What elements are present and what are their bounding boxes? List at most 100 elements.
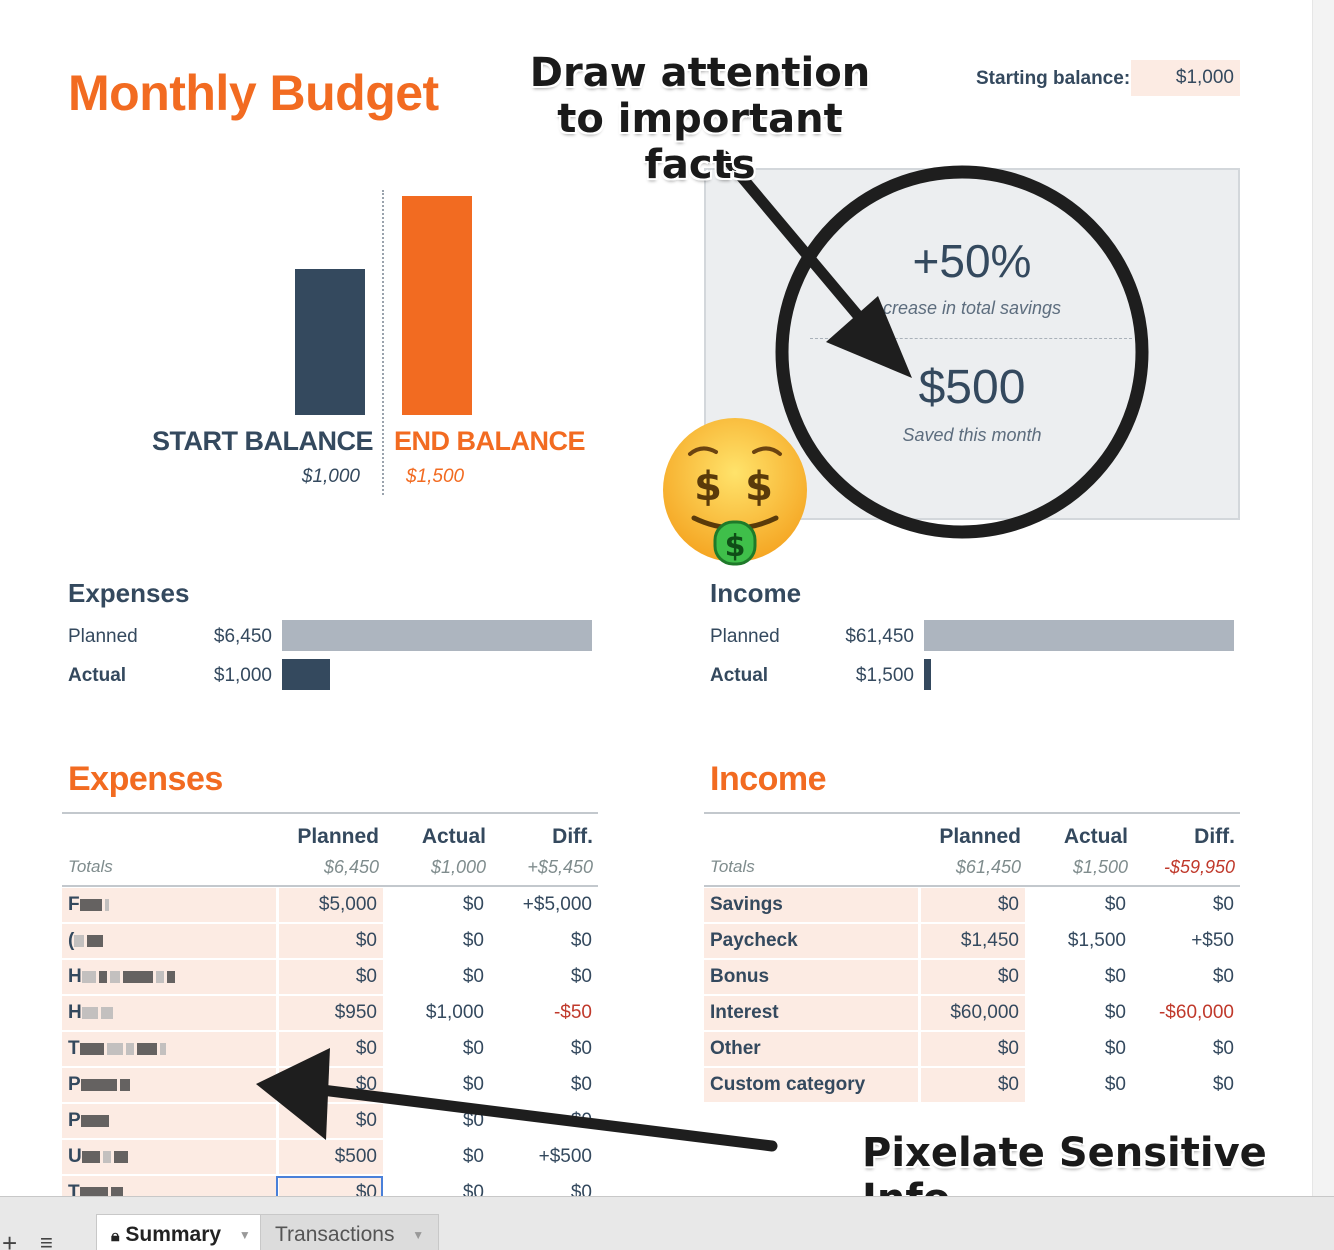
expense-name: T — [68, 1038, 80, 1059]
panel-divider — [810, 338, 1132, 339]
income-planned-cell[interactable]: $1,450 — [918, 924, 1025, 958]
expense-diff-cell[interactable]: +$500 — [538, 1146, 592, 1167]
expense-planned-cell[interactable]: $0 — [276, 1032, 383, 1066]
pixelated-text — [110, 1186, 123, 1199]
table-row[interactable]: P $0 $0 $0 — [62, 1068, 598, 1102]
tab-transactions[interactable]: Transactions ▼ — [260, 1214, 440, 1250]
income-actual-cell[interactable]: $1,500 — [1067, 930, 1126, 951]
income-planned-cell[interactable]: $0 — [918, 1032, 1025, 1066]
table-row[interactable]: P $0 $0 $0 — [62, 1104, 598, 1138]
income-actual-cell[interactable]: $0 — [1104, 966, 1126, 987]
expense-planned-cell[interactable]: $500 — [276, 1140, 383, 1174]
income-planned-cell[interactable]: $60,000 — [918, 996, 1025, 1030]
income-diff-cell[interactable]: +$50 — [1191, 930, 1234, 951]
expenses-totals-actual: $1,000 — [430, 857, 486, 877]
money-mouth-face-icon: $ $ $ — [663, 418, 807, 566]
expenses-totals-diff: +$5,450 — [527, 857, 593, 877]
income-name-cell[interactable]: Custom category — [704, 1068, 918, 1102]
expense-actual-cell[interactable]: $0 — [462, 1110, 484, 1131]
expense-planned-cell[interactable]: $5,000 — [276, 888, 383, 922]
income-diff-cell[interactable]: $0 — [1212, 1038, 1234, 1059]
table-row[interactable]: ( $0 $0 $0 — [62, 924, 598, 958]
income-actual-cell[interactable]: $0 — [1104, 1002, 1126, 1023]
income-name-cell[interactable]: Other — [704, 1032, 918, 1066]
expense-actual-cell[interactable]: $0 — [462, 1146, 484, 1167]
expense-diff-cell[interactable]: +$5,000 — [522, 894, 592, 915]
add-sheet-icon[interactable]: + — [2, 1228, 18, 1250]
income-actual-cell[interactable]: $0 — [1104, 1038, 1126, 1059]
pixelated-text — [104, 898, 109, 911]
expense-planned-cell[interactable]: $0 — [276, 924, 383, 958]
expense-actual-cell[interactable]: $1,000 — [425, 1002, 484, 1023]
expense-actual-cell[interactable]: $0 — [462, 894, 484, 915]
income-name-cell[interactable]: Interest — [704, 996, 918, 1030]
expense-actual-cell[interactable]: $0 — [462, 1038, 484, 1059]
vertical-scrollbar[interactable] — [1312, 0, 1334, 1196]
starting-balance-cell[interactable]: $1,000 — [1131, 60, 1240, 96]
table-row[interactable]: Other $0 $0 $0 — [704, 1032, 1240, 1066]
income-totals-actual: $1,500 — [1072, 857, 1128, 877]
income-planned-cell[interactable]: $0 — [918, 888, 1025, 922]
page-title: Monthly Budget — [68, 65, 439, 121]
summary-income-planned-label: Planned — [710, 626, 780, 647]
all-sheets-menu-icon[interactable]: ≡ — [40, 1230, 53, 1250]
income-actual-cell[interactable]: $0 — [1104, 1074, 1126, 1095]
expense-planned-cell[interactable]: $0 — [276, 960, 383, 994]
expense-name-cell[interactable]: H — [62, 960, 276, 994]
expense-planned-cell[interactable]: $0 — [276, 1068, 383, 1102]
expense-name-cell[interactable]: P — [62, 1104, 276, 1138]
pixelated-text — [79, 898, 102, 911]
expense-diff-cell[interactable]: $0 — [570, 1110, 592, 1131]
table-row[interactable]: H $950 $1,000 -$50 — [62, 996, 598, 1030]
expenses-actual-bar — [282, 659, 330, 690]
table-row[interactable]: Paycheck $1,450 $1,500 +$50 — [704, 924, 1240, 958]
chevron-down-icon[interactable]: ▼ — [412, 1228, 425, 1243]
expense-name-cell[interactable]: F — [62, 888, 276, 922]
expenses-table-top-rule — [62, 812, 598, 814]
expense-actual-cell[interactable]: $0 — [462, 966, 484, 987]
expense-planned-cell[interactable]: $950 — [276, 996, 383, 1030]
income-table-heading: Income — [710, 760, 827, 798]
expense-diff-cell[interactable]: $0 — [570, 930, 592, 951]
income-planned-cell[interactable]: $0 — [918, 960, 1025, 994]
chevron-down-icon[interactable]: ▼ — [238, 1228, 251, 1243]
income-diff-cell[interactable]: $0 — [1212, 894, 1234, 915]
income-name-cell[interactable]: Bonus — [704, 960, 918, 994]
expense-name-cell[interactable]: T — [62, 1032, 276, 1066]
expense-diff-cell[interactable]: $0 — [570, 1038, 592, 1059]
table-row[interactable]: Bonus $0 $0 $0 — [704, 960, 1240, 994]
income-col-actual: Actual — [1063, 825, 1128, 848]
expense-diff-cell[interactable]: -$50 — [553, 1002, 592, 1023]
income-name-cell[interactable]: Paycheck — [704, 924, 918, 958]
table-row[interactable]: Savings $0 $0 $0 — [704, 888, 1240, 922]
table-row[interactable]: Custom category $0 $0 $0 — [704, 1068, 1240, 1102]
table-row[interactable]: H $0 $0 $0 — [62, 960, 598, 994]
income-table: Savings $0 $0 $0 Paycheck $1,450 $1,500 … — [704, 886, 1240, 1104]
expense-name-cell[interactable]: ( — [62, 924, 276, 958]
expense-name-cell[interactable]: U — [62, 1140, 276, 1174]
income-diff-cell[interactable]: -$60,000 — [1158, 1002, 1234, 1023]
expense-name: H — [68, 1002, 82, 1023]
expense-name: ( — [68, 930, 75, 951]
expense-name: H — [68, 966, 82, 987]
expense-name-cell[interactable]: H — [62, 996, 276, 1030]
expense-diff-cell[interactable]: $0 — [570, 1074, 592, 1095]
table-row[interactable]: T $0 $0 $0 — [62, 1032, 598, 1066]
table-row[interactable]: Interest $60,000 $0 -$60,000 — [704, 996, 1240, 1030]
tab-summary[interactable]: 🔒︎ Summary ▼ — [96, 1214, 266, 1250]
income-name-cell[interactable]: Savings — [704, 888, 918, 922]
summary-income-actual-value: $1,500 — [855, 665, 914, 686]
income-diff-cell[interactable]: $0 — [1212, 1074, 1234, 1095]
expense-diff-cell[interactable]: $0 — [570, 966, 592, 987]
table-row[interactable]: U $500 $0 +$500 — [62, 1140, 598, 1174]
income-planned-cell[interactable]: $0 — [918, 1068, 1025, 1102]
expense-name-cell[interactable]: P — [62, 1068, 276, 1102]
pixelated-text — [125, 1042, 134, 1055]
expense-actual-cell[interactable]: $0 — [462, 1074, 484, 1095]
income-actual-cell[interactable]: $0 — [1104, 894, 1126, 915]
pixelated-text — [81, 1150, 100, 1163]
expense-actual-cell[interactable]: $0 — [462, 930, 484, 951]
table-row[interactable]: F $5,000 $0 +$5,000 — [62, 888, 598, 922]
expense-planned-cell[interactable]: $0 — [276, 1104, 383, 1138]
income-diff-cell[interactable]: $0 — [1212, 966, 1234, 987]
